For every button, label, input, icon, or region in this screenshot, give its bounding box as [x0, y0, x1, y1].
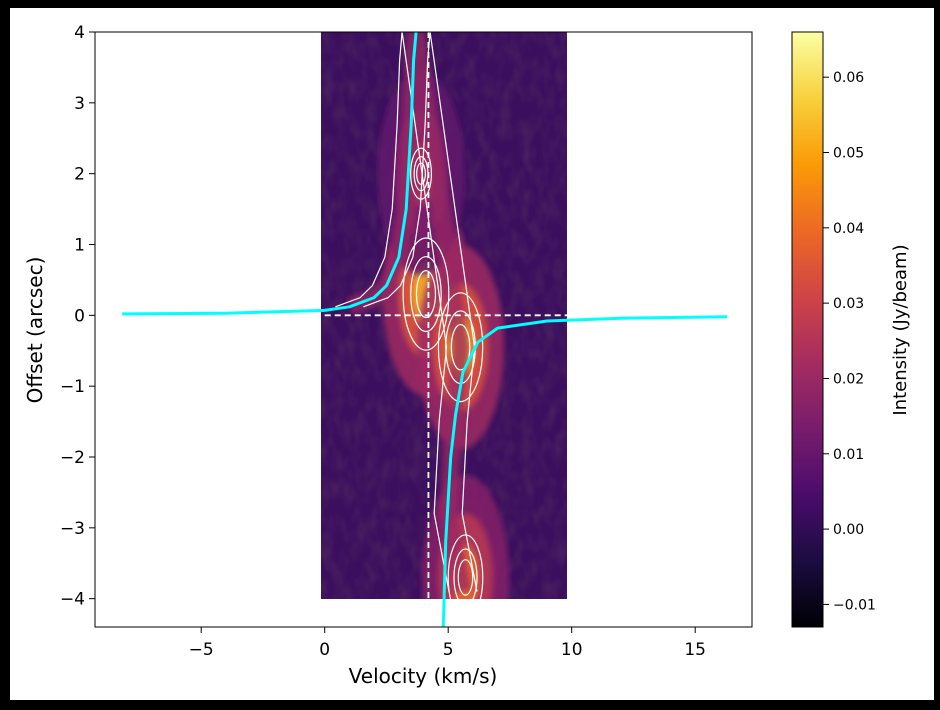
colorbar: 0.06 0.05 0.04 0.03 0.02 0.01 0.00 −0.01 Intens…	[791, 31, 911, 628]
y-tick-label: 2	[74, 165, 85, 185]
x-tick-label: 5	[443, 640, 454, 660]
y-axis-label: Offset (arcsec)	[23, 257, 47, 404]
y-tick-label: −2	[60, 448, 85, 468]
colorbar-tick-label: 0.02	[833, 371, 864, 387]
colorbar-tick-label: 0.01	[833, 447, 864, 463]
colorbar-tick-label: 0.03	[833, 296, 864, 312]
y-tick-label: −4	[60, 590, 85, 610]
x-tick-label: 0	[319, 640, 330, 660]
colorbar-label: Intensity (Jy/beam)	[890, 244, 911, 415]
colorbar-gradient	[792, 32, 823, 627]
colorbar-tick-label: 0.05	[833, 146, 864, 162]
contour-2-2	[447, 534, 484, 599]
y-tick-label: 4	[74, 23, 85, 43]
colorbar-tick-label: 0.00	[833, 522, 864, 538]
contour-filament-right	[363, 32, 478, 592]
contour-1-2	[437, 292, 484, 403]
emission-blobs	[346, 32, 509, 599]
x-axis-ticks: −5 0 5 10 15	[189, 627, 706, 660]
reference-lines	[324, 32, 572, 599]
contour-2-0	[457, 559, 474, 596]
x-tick-label: 10	[561, 640, 583, 660]
y-tick-label: −3	[60, 519, 85, 539]
contour-filament-left	[335, 32, 450, 592]
y-tick-label: 0	[74, 306, 85, 326]
colorbar-frame	[791, 31, 824, 628]
y-tick-label: 3	[74, 94, 85, 114]
x-axis-label: Velocity (km/s)	[349, 664, 498, 688]
contour-0-1	[410, 256, 442, 333]
y-axis-ticks: 4 3 2 1 0 −1 −2 −3 −4	[60, 23, 95, 610]
bottom-band	[0, 700, 940, 710]
contour-2-1	[453, 548, 478, 599]
contour-1-0	[450, 323, 471, 371]
contour-lines	[335, 32, 484, 599]
x-tick-label: −5	[189, 640, 214, 660]
contour-0-0	[415, 270, 437, 319]
colorbar-tick-label: 0.06	[833, 70, 864, 86]
x-tick-label: 15	[684, 640, 706, 660]
colorbar-tick-label: −0.01	[833, 597, 876, 613]
y-tick-label: −1	[60, 377, 85, 397]
pv-image	[321, 32, 567, 599]
contour-0-2	[402, 237, 450, 351]
plot-frame	[94, 31, 753, 628]
colorbar-ticks: 0.06 0.05 0.04 0.03 0.02 0.01 0.00 −0.01	[823, 70, 876, 613]
colorbar-tick-label: 0.04	[833, 221, 864, 237]
keplerian-curve-upper-branch	[122, 32, 418, 316]
keplerian-curve-lower-branch	[441, 315, 728, 627]
y-tick-label: 1	[74, 236, 85, 256]
keplerian-curves	[122, 32, 728, 627]
